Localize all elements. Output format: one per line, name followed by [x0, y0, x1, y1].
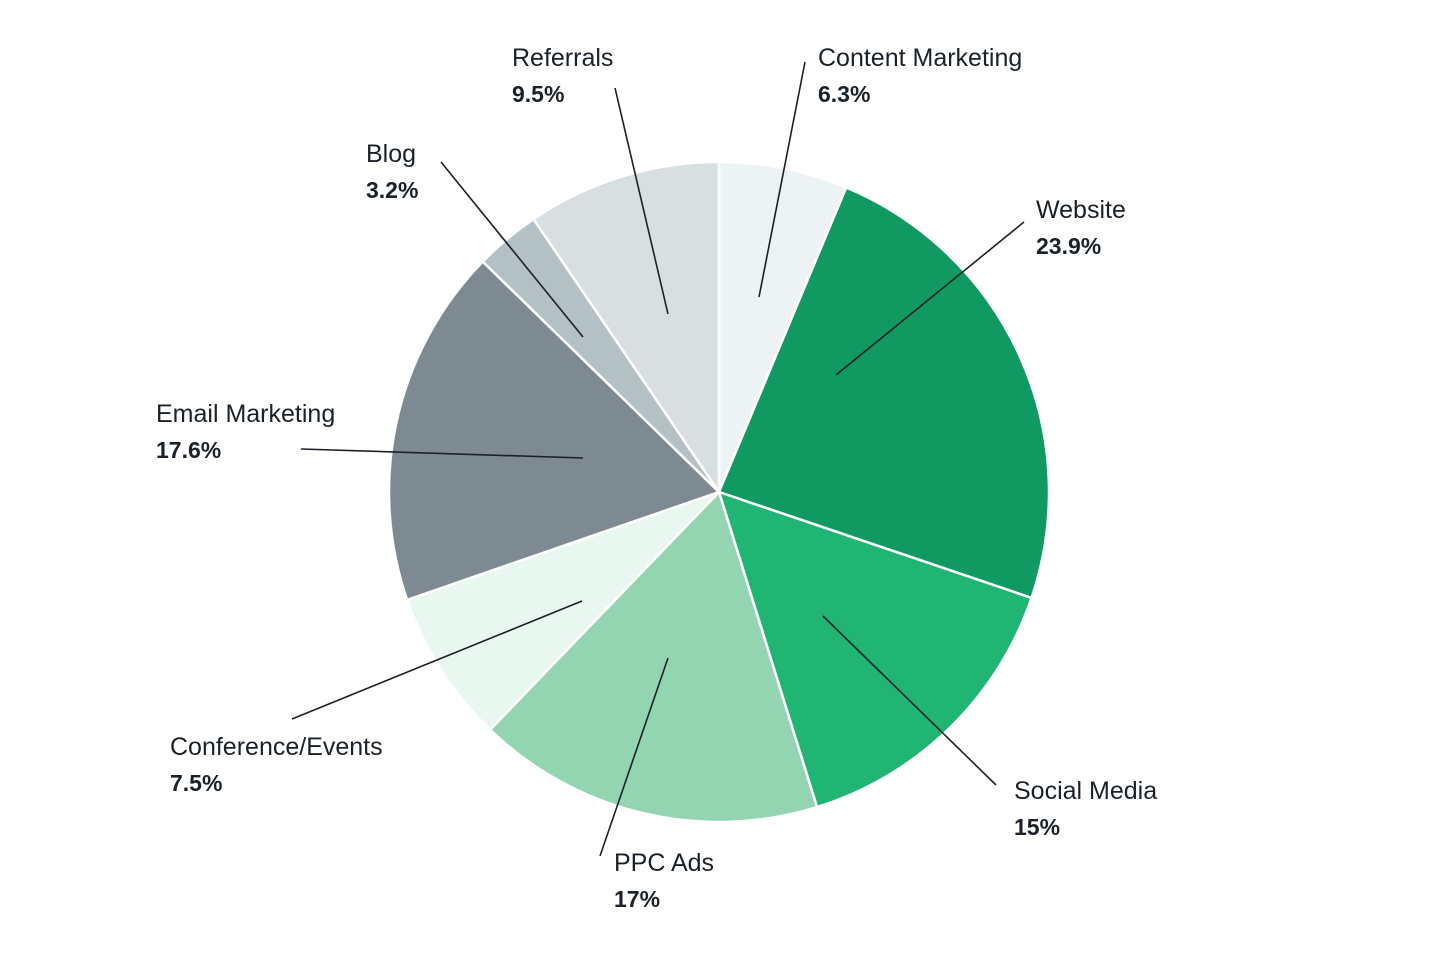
slice-label-value: 15%	[1014, 814, 1060, 840]
slice-label-name: Email Marketing	[156, 400, 335, 428]
leader-line-referrals	[614, 87, 669, 315]
slice-label-name: Social Media	[1014, 777, 1157, 805]
pie-slice-email-marketing	[387, 259, 722, 602]
leader-line-website	[835, 221, 1025, 376]
leader-lines-layer	[291, 61, 1025, 857]
slice-label-name: PPC Ads	[614, 849, 714, 877]
leader-line-social-media	[822, 615, 997, 786]
pie-slice-website	[717, 185, 1051, 600]
slice-label-value: 17.6%	[156, 437, 221, 463]
slice-label-content-marketing: Content Marketing 6.3%	[818, 44, 1022, 107]
slices-layer	[387, 160, 1051, 824]
slice-label-name: Content Marketing	[818, 44, 1022, 72]
labels-layer: Content Marketing 6.3% Website 23.9% Social …	[156, 44, 1157, 912]
slice-label-name: Conference/Events	[170, 733, 383, 761]
slice-label-name: Website	[1036, 196, 1126, 224]
pie-slice-referrals	[531, 160, 721, 497]
slice-label-referrals: Referrals 9.5%	[512, 44, 613, 107]
leader-line-conference-events	[291, 600, 583, 720]
slice-label-value: 7.5%	[170, 770, 222, 796]
slice-label-value: 6.3%	[818, 81, 870, 107]
slice-label-social-media: Social Media 15%	[1014, 777, 1157, 840]
leader-line-email-marketing	[300, 448, 584, 459]
leader-line-blog	[440, 161, 584, 338]
pie-slice-conference-events	[405, 490, 720, 732]
leader-line-content-marketing	[758, 61, 806, 298]
slice-label-value: 17%	[614, 886, 660, 912]
slice-label-name: Referrals	[512, 44, 613, 72]
slice-label-name: Blog	[366, 140, 416, 168]
slice-label-conference-events: Conference/Events 7.5%	[170, 733, 383, 796]
pie-slice-ppc-ads	[488, 489, 819, 824]
slice-label-blog: Blog 3.2%	[366, 140, 418, 203]
slice-label-value: 9.5%	[512, 81, 564, 107]
slice-label-value: 23.9%	[1036, 233, 1101, 259]
slice-label-email-marketing: Email Marketing 17.6%	[156, 400, 335, 463]
slice-label-website: Website 23.9%	[1036, 196, 1126, 259]
slice-label-value: 3.2%	[366, 177, 418, 203]
leader-line-ppc-ads	[599, 657, 669, 857]
pie-slice-social-media	[717, 490, 1034, 809]
slice-label-ppc-ads: PPC Ads 17%	[614, 849, 714, 912]
